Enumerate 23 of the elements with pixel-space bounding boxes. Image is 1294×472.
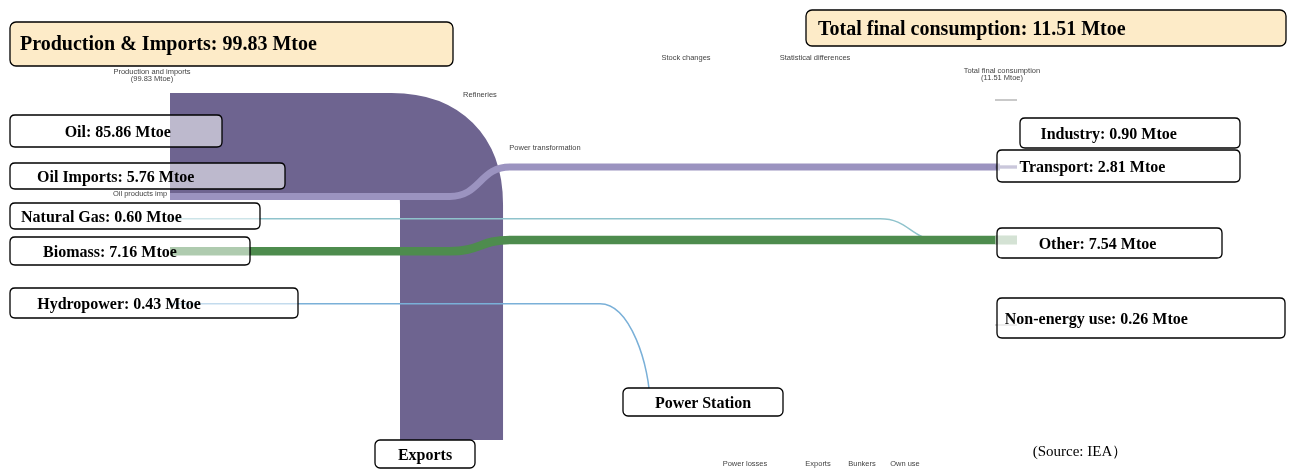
category-label: Other — [1038, 235, 1080, 252]
category-label: Biomass — [43, 243, 100, 260]
data-label: : 5.76 Mtoe — [117, 168, 195, 185]
text: Exports — [397, 446, 453, 464]
data-label: : 0.90 Mtoe — [1100, 125, 1177, 142]
category-label: Industry — [1040, 125, 1100, 143]
category-label: Hydropower — [37, 295, 124, 313]
category-label: Transport — [1019, 158, 1090, 176]
data-label: : 0.43 Mtoe — [124, 295, 201, 312]
data-label: : 0.26 Mtoe — [1111, 310, 1188, 327]
data-label: : 7.54 Mtoe — [1079, 235, 1157, 252]
data-label: : 7.16 Mtoe — [100, 243, 177, 260]
data-label: : 0.60 Mtoe — [105, 208, 182, 225]
text: Production & Imports: 99.83 Mtoe — [20, 32, 317, 55]
category-label: Natural Gas — [21, 208, 105, 225]
category-label: Non-energy use — [1004, 310, 1111, 328]
data-label: : 2.81 Mtoe — [1088, 158, 1166, 175]
category-label: Oil — [64, 123, 87, 140]
data-label: : 85.86 Mtoe — [86, 123, 171, 140]
text: Total final consumption: 11.51 Mtoe — [818, 17, 1126, 40]
text: Power Station — [654, 394, 752, 411]
text: (Source: IEA） — [1032, 443, 1128, 460]
category-label: Oil Imports — [37, 168, 118, 186]
